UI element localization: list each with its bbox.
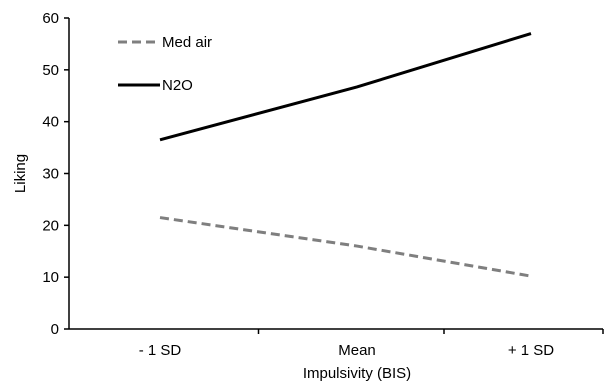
y-axis-title: Liking [12, 154, 29, 193]
y-tick-label: 0 [51, 321, 59, 338]
legend: Med air N2O [118, 34, 212, 94]
x-tick-label: Mean [338, 342, 376, 359]
x-axis-title: Impulsivity (BIS) [303, 365, 411, 382]
series-line-0 [159, 216, 532, 278]
legend-label: Med air [162, 34, 212, 51]
y-ticks: 0 10 20 30 40 50 60 [42, 10, 69, 338]
y-tick-label: 40 [42, 114, 59, 131]
axes [68, 18, 603, 330]
y-tick-label: 50 [42, 62, 59, 79]
y-tick-label: 30 [42, 166, 59, 183]
x-tick-label: + 1 SD [508, 342, 554, 359]
y-tick-label: 20 [42, 217, 59, 234]
series-line-1 [159, 32, 532, 142]
legend-label: N2O [162, 77, 193, 94]
x-ticks: - 1 SD Mean + 1 SD [139, 329, 604, 359]
series-lines [159, 32, 532, 278]
y-tick-label: 10 [42, 269, 59, 286]
y-tick-label: 60 [42, 10, 59, 27]
x-tick-label: - 1 SD [139, 342, 182, 359]
